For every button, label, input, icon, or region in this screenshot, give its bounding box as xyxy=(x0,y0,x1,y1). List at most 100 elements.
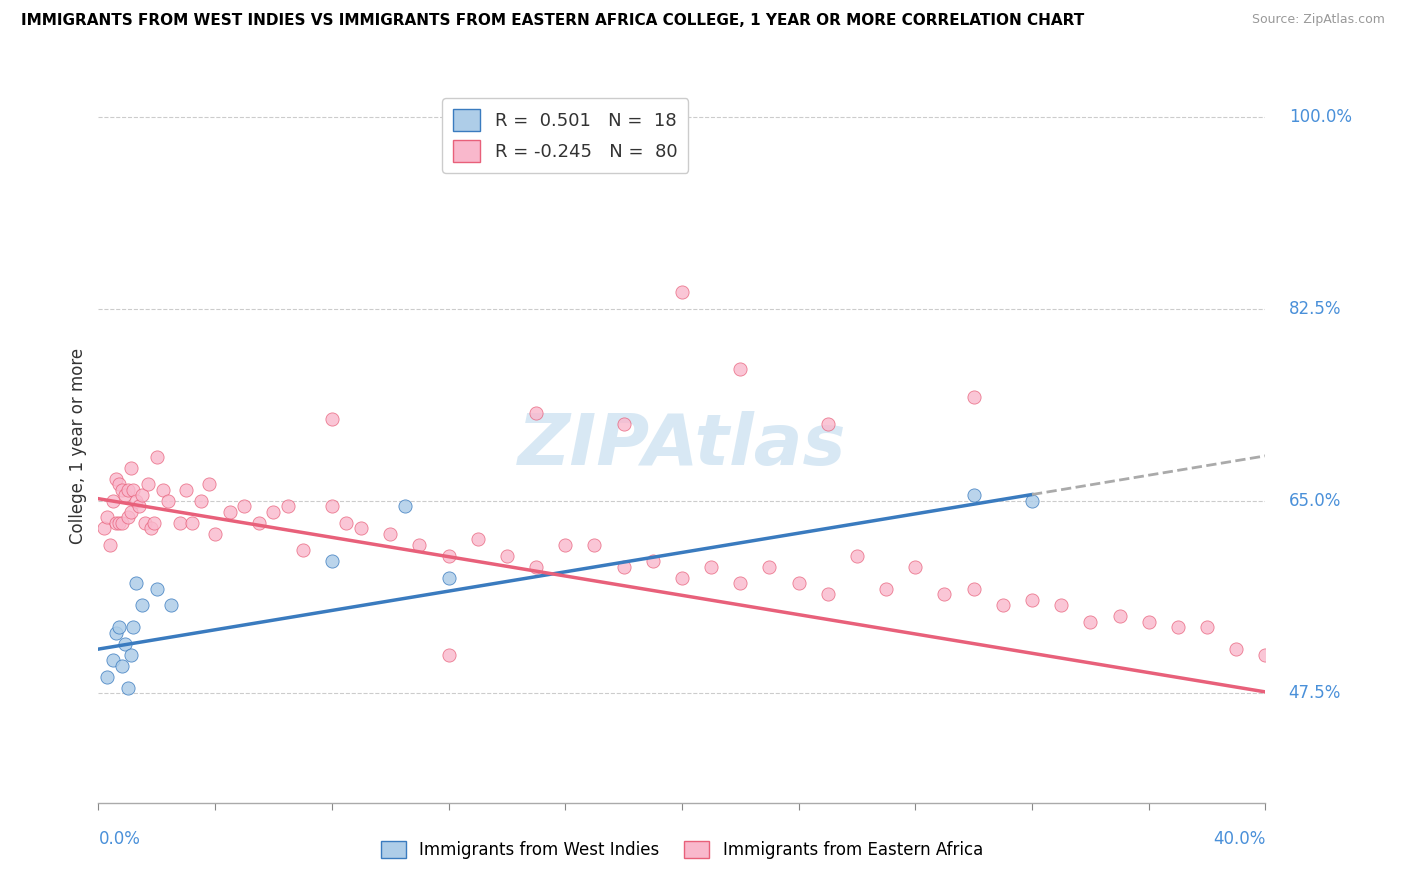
Point xyxy=(321,411,343,425)
Point xyxy=(524,406,547,420)
Point xyxy=(131,488,153,502)
Point xyxy=(108,477,131,491)
Point xyxy=(96,669,118,683)
Point xyxy=(394,500,416,514)
Point xyxy=(1021,592,1043,607)
Point xyxy=(114,637,136,651)
Point xyxy=(111,658,134,673)
Text: 0.0%: 0.0% xyxy=(98,830,141,848)
Point xyxy=(641,554,664,568)
Point xyxy=(111,516,134,530)
Point xyxy=(817,587,839,601)
Point xyxy=(554,538,576,552)
Point xyxy=(108,516,131,530)
Point xyxy=(378,526,402,541)
Point xyxy=(104,625,127,640)
Point xyxy=(146,450,169,464)
Text: 40.0%: 40.0% xyxy=(1213,830,1265,848)
Point xyxy=(139,521,162,535)
Point xyxy=(1050,598,1073,612)
Y-axis label: College, 1 year or more: College, 1 year or more xyxy=(69,348,87,544)
Point xyxy=(728,576,751,591)
Point xyxy=(93,521,115,535)
Point xyxy=(437,648,460,662)
Point xyxy=(437,549,460,563)
Point xyxy=(117,510,139,524)
Point xyxy=(136,477,159,491)
Point xyxy=(146,582,169,596)
Point xyxy=(845,549,868,563)
Point xyxy=(101,494,124,508)
Point xyxy=(1021,494,1043,508)
Point xyxy=(437,571,460,585)
Point xyxy=(350,521,373,535)
Point xyxy=(321,554,343,568)
Point xyxy=(728,362,751,376)
Point xyxy=(291,543,314,558)
Point xyxy=(108,620,131,634)
Point xyxy=(117,483,139,497)
Point xyxy=(991,598,1014,612)
Point xyxy=(111,483,134,497)
Point xyxy=(120,461,142,475)
Point xyxy=(198,477,221,491)
Point xyxy=(335,516,357,530)
Point xyxy=(277,500,299,514)
Point xyxy=(125,494,148,508)
Point xyxy=(157,494,180,508)
Text: IMMIGRANTS FROM WEST INDIES VS IMMIGRANTS FROM EASTERN AFRICA COLLEGE, 1 YEAR OR: IMMIGRANTS FROM WEST INDIES VS IMMIGRANT… xyxy=(21,13,1084,29)
Point xyxy=(104,472,127,486)
Point xyxy=(101,653,124,667)
Point xyxy=(467,533,489,547)
Point xyxy=(128,500,150,514)
Text: Source: ZipAtlas.com: Source: ZipAtlas.com xyxy=(1251,13,1385,27)
Point xyxy=(758,559,780,574)
Point xyxy=(671,285,693,300)
Text: 47.5%: 47.5% xyxy=(1289,684,1341,702)
Text: 65.0%: 65.0% xyxy=(1289,491,1341,510)
Point xyxy=(321,500,343,514)
Point xyxy=(142,516,165,530)
Point xyxy=(131,598,153,612)
Point xyxy=(174,483,197,497)
Point xyxy=(160,598,183,612)
Text: 100.0%: 100.0% xyxy=(1289,108,1351,126)
Text: 82.5%: 82.5% xyxy=(1289,300,1341,318)
Point xyxy=(104,516,127,530)
Point xyxy=(1195,620,1218,634)
Point xyxy=(1108,609,1130,624)
Point xyxy=(817,417,839,431)
Point xyxy=(671,571,693,585)
Point xyxy=(408,538,430,552)
Point xyxy=(98,538,121,552)
Point xyxy=(1225,642,1247,657)
Point xyxy=(117,681,139,695)
Point xyxy=(120,505,142,519)
Point xyxy=(875,582,897,596)
Point xyxy=(1080,615,1102,629)
Point xyxy=(700,559,723,574)
Point xyxy=(495,549,517,563)
Point xyxy=(962,390,984,404)
Point xyxy=(583,538,606,552)
Point xyxy=(524,559,547,574)
Point xyxy=(612,417,634,431)
Text: ZIPAtlas: ZIPAtlas xyxy=(517,411,846,481)
Point xyxy=(962,582,984,596)
Point xyxy=(218,505,240,519)
Point xyxy=(1167,620,1189,634)
Point xyxy=(904,559,927,574)
Point xyxy=(787,576,810,591)
Point xyxy=(262,505,284,519)
Point xyxy=(169,516,191,530)
Point xyxy=(1137,615,1160,629)
Point xyxy=(120,648,142,662)
Point xyxy=(1254,648,1277,662)
Point xyxy=(180,516,202,530)
Point xyxy=(122,620,145,634)
Point xyxy=(125,576,148,591)
Point xyxy=(962,488,984,502)
Point xyxy=(96,510,118,524)
Point xyxy=(114,488,136,502)
Point xyxy=(190,494,212,508)
